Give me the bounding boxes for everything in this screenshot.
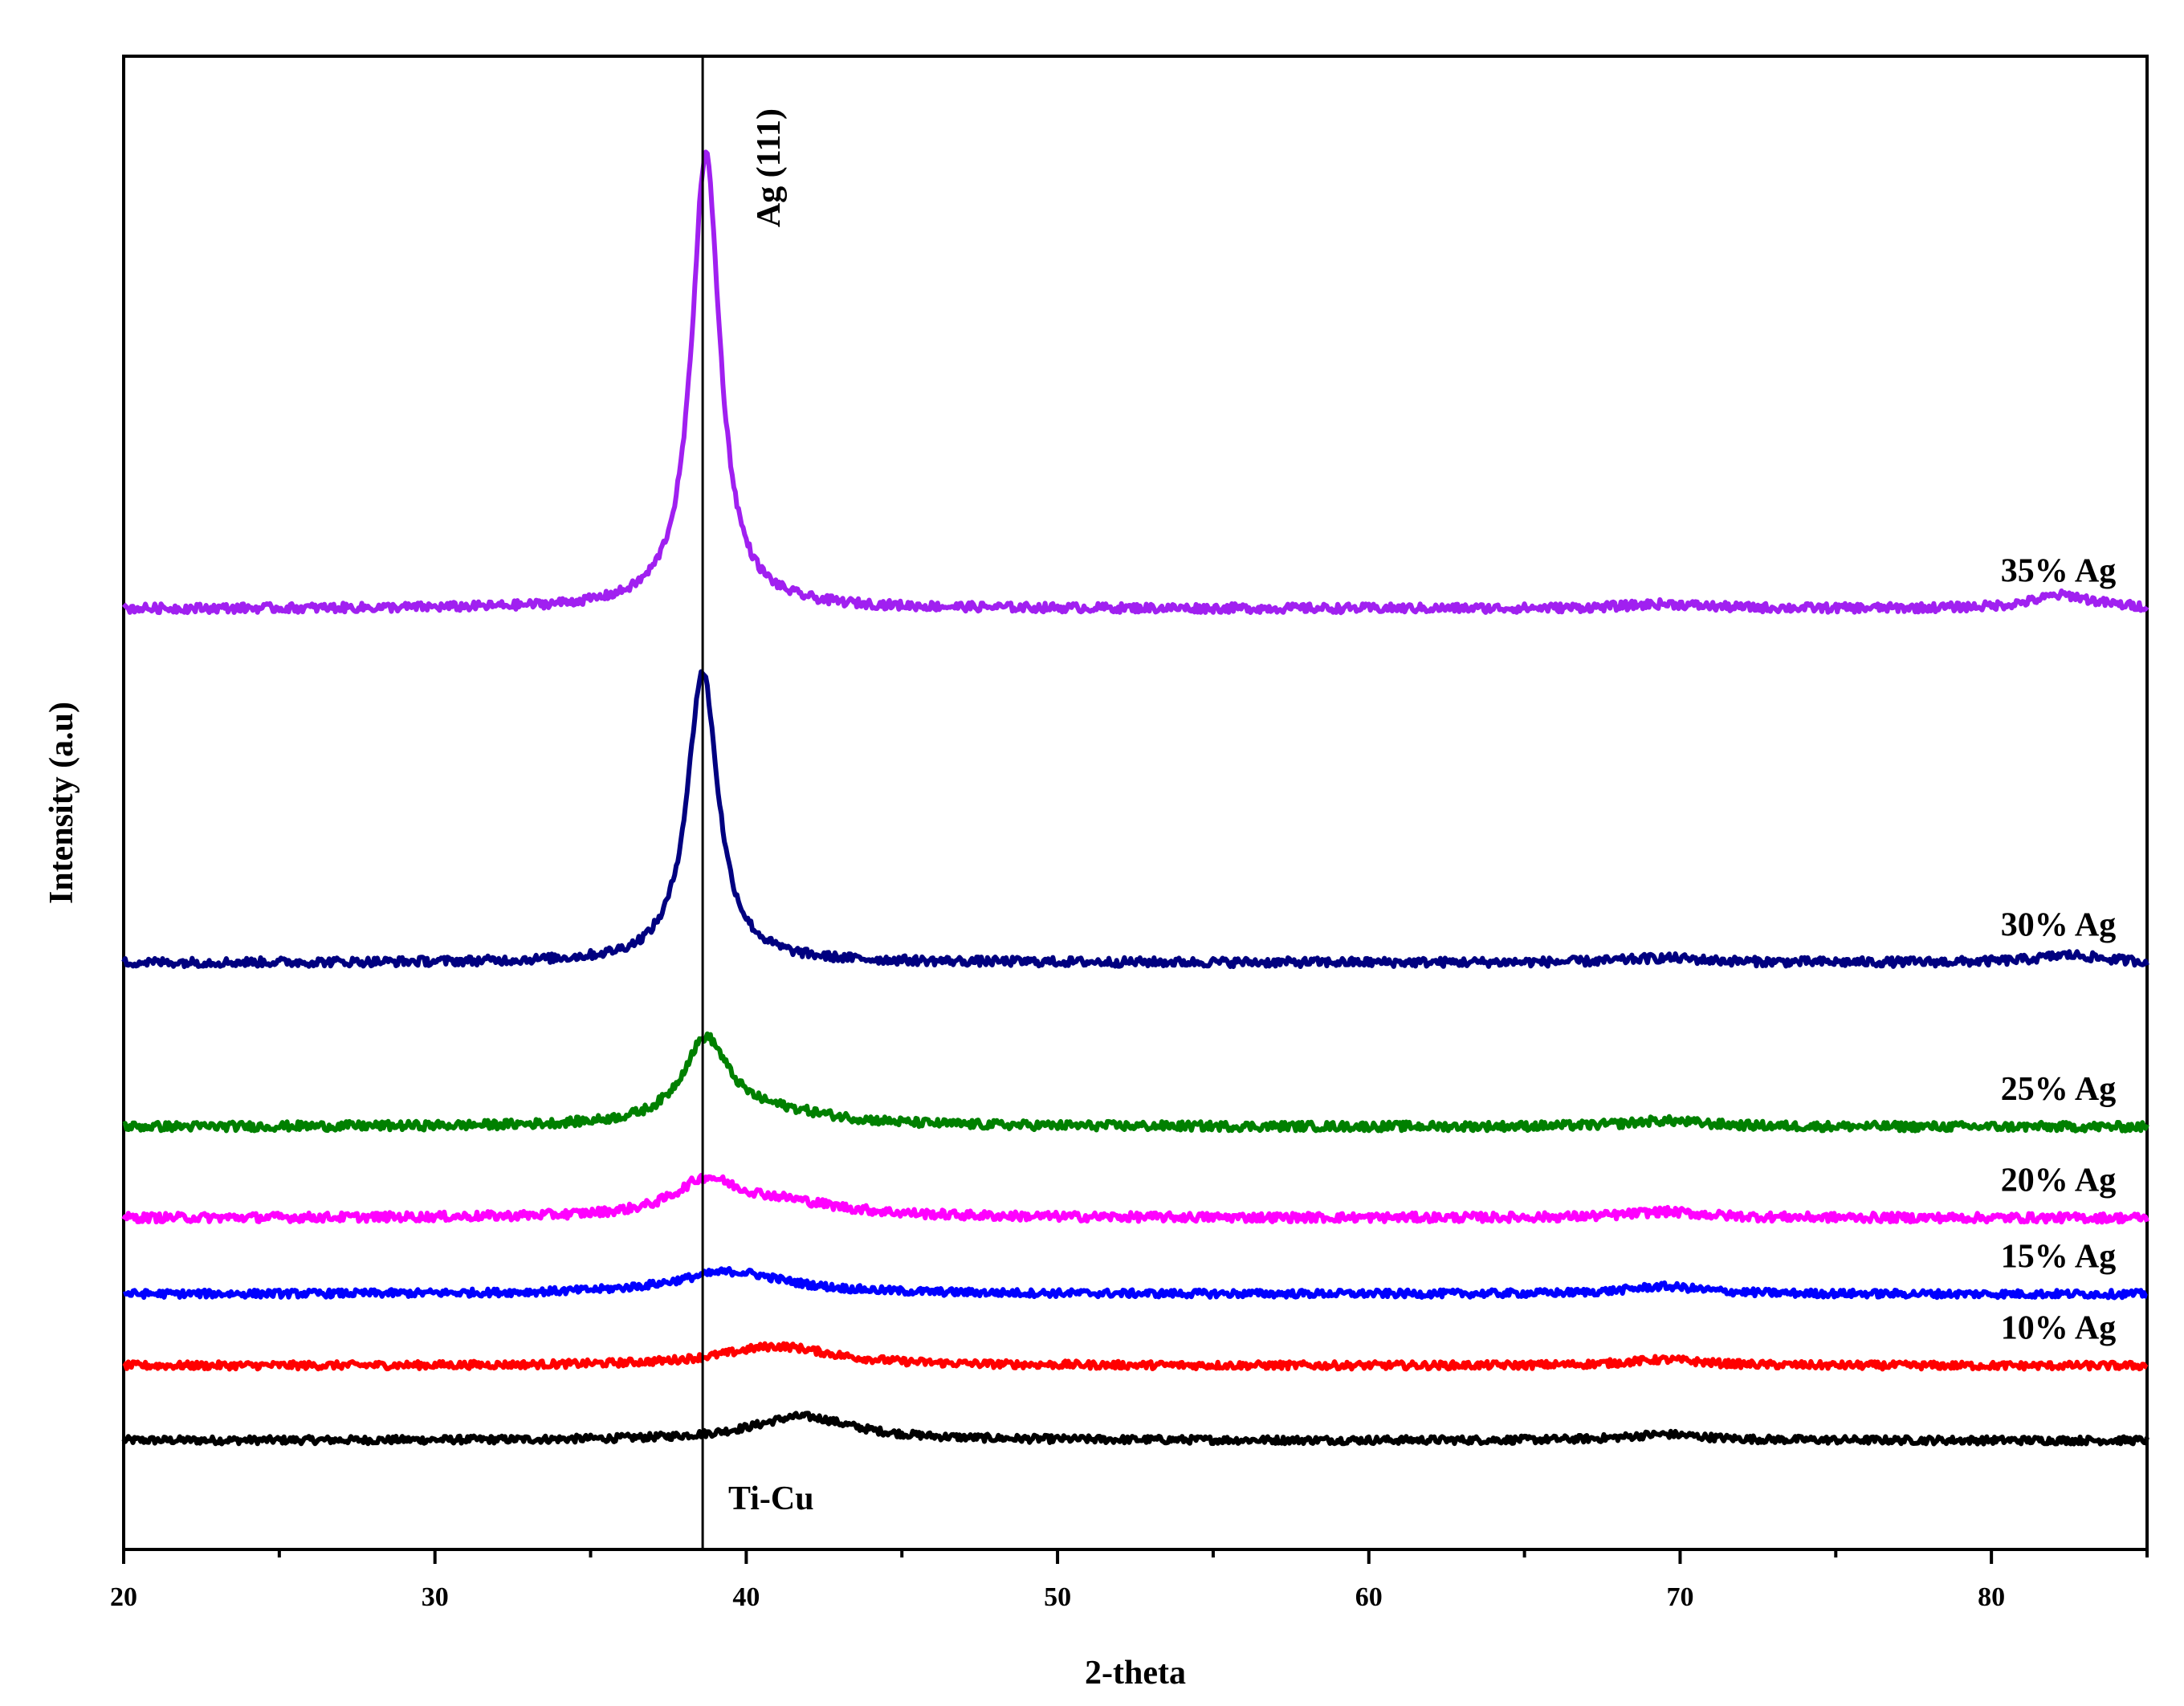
series-line	[121, 669, 2149, 970]
plot-frame	[122, 55, 2149, 1551]
x-tick-label: 50	[1044, 1582, 1071, 1612]
series-label: 15% Ag	[2001, 1238, 2117, 1275]
x-tick-label: 30	[422, 1582, 449, 1612]
series-label: 20% Ag	[2001, 1162, 2117, 1199]
series-layer	[121, 149, 2149, 1447]
x-tick-label: 20	[110, 1582, 137, 1612]
reference-line-label: Ag (111)	[751, 108, 788, 227]
series-label: 10% Ag	[2001, 1310, 2117, 1347]
series-line	[122, 1341, 2149, 1372]
series-label: Ti-Cu	[728, 1480, 814, 1517]
series-line	[122, 1266, 2149, 1301]
series-labels: Ti-Cu 10% Ag 15% Ag 20% Ag 25% Ag 30% Ag 35% A…	[728, 553, 2116, 1517]
series-line	[122, 1031, 2149, 1134]
x-tick-label: 70	[1666, 1582, 1693, 1612]
reference-layer: Ag (111)	[701, 56, 788, 1549]
x-axis-ticks: 20 30 40 50 60 70 80	[110, 1549, 2149, 1612]
x-tick-label: 80	[1978, 1582, 2005, 1612]
series-line	[121, 1411, 2149, 1447]
x-tick-label: 60	[1355, 1582, 1383, 1612]
x-axis-title: 2-theta	[1085, 1655, 1186, 1692]
series-label: 30% Ag	[2001, 907, 2117, 944]
series-line	[121, 1173, 2149, 1225]
series-label: 35% Ag	[2001, 553, 2117, 590]
series-line	[121, 149, 2149, 616]
series-label: 25% Ag	[2001, 1071, 2117, 1108]
x-tick-label: 40	[732, 1582, 760, 1612]
y-axis-title: Intensity (a.u)	[43, 702, 80, 904]
